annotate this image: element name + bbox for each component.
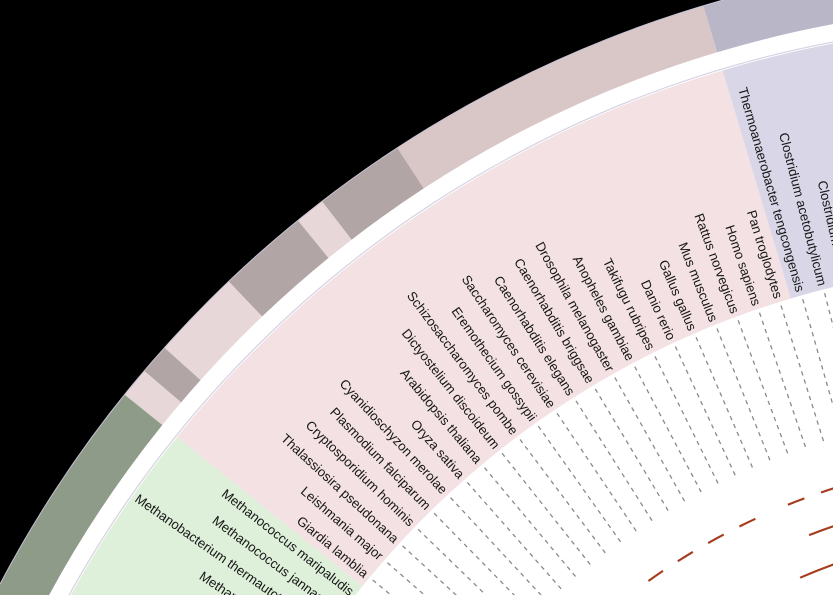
tree-node-arc: [738, 517, 756, 528]
guide-dash-line: [484, 467, 578, 579]
phylo-tree: [647, 487, 833, 582]
guide-dash-line: [737, 320, 789, 456]
guide-dash-line: [780, 305, 825, 444]
guide-dash-line: [654, 356, 720, 486]
ring-segment: [0, 394, 163, 595]
ring-segment: [144, 348, 201, 403]
tree-node-arc: [820, 487, 833, 494]
guide-dash-line: [695, 336, 754, 470]
guide-dash-line: [758, 312, 807, 450]
tree-node-arc: [799, 563, 833, 579]
domain-band-bacteria: [722, 44, 833, 299]
guide-dash-line: [634, 366, 703, 495]
guide-dash-line: [417, 528, 487, 595]
ring-segment: [298, 201, 352, 259]
guide-dash-line: [537, 425, 623, 544]
guide-dash-line: [716, 328, 772, 463]
domain-band-archaea: [71, 436, 364, 595]
guide-dash-line: [674, 346, 737, 478]
ring-segment: [703, 0, 833, 53]
guide-dash-line: [594, 388, 670, 513]
tree-node-arc: [647, 570, 664, 582]
guide-dash-line: [450, 497, 542, 595]
domain-band-eukaryota: [177, 70, 792, 588]
guide-dash-line: [433, 512, 516, 595]
ring-segment: [397, 6, 718, 189]
tree-node-arc: [808, 525, 833, 537]
guide-dash-line: [575, 400, 654, 523]
guide-dash-line: [556, 412, 638, 534]
ring-segment: [164, 281, 263, 381]
guide-dash-line: [519, 439, 608, 556]
tree-node-arc: [677, 551, 694, 563]
guide-dash-line: [466, 481, 564, 591]
guide-dash-line: [614, 377, 687, 504]
guide-dash-line: [501, 452, 593, 567]
domain-bands: [71, 44, 833, 595]
tree-node-arc: [707, 533, 725, 544]
tree-node-arc: [787, 497, 805, 506]
ring-segment: [228, 220, 329, 317]
ring-segment: [124, 371, 182, 426]
ring-segment: [322, 148, 424, 240]
